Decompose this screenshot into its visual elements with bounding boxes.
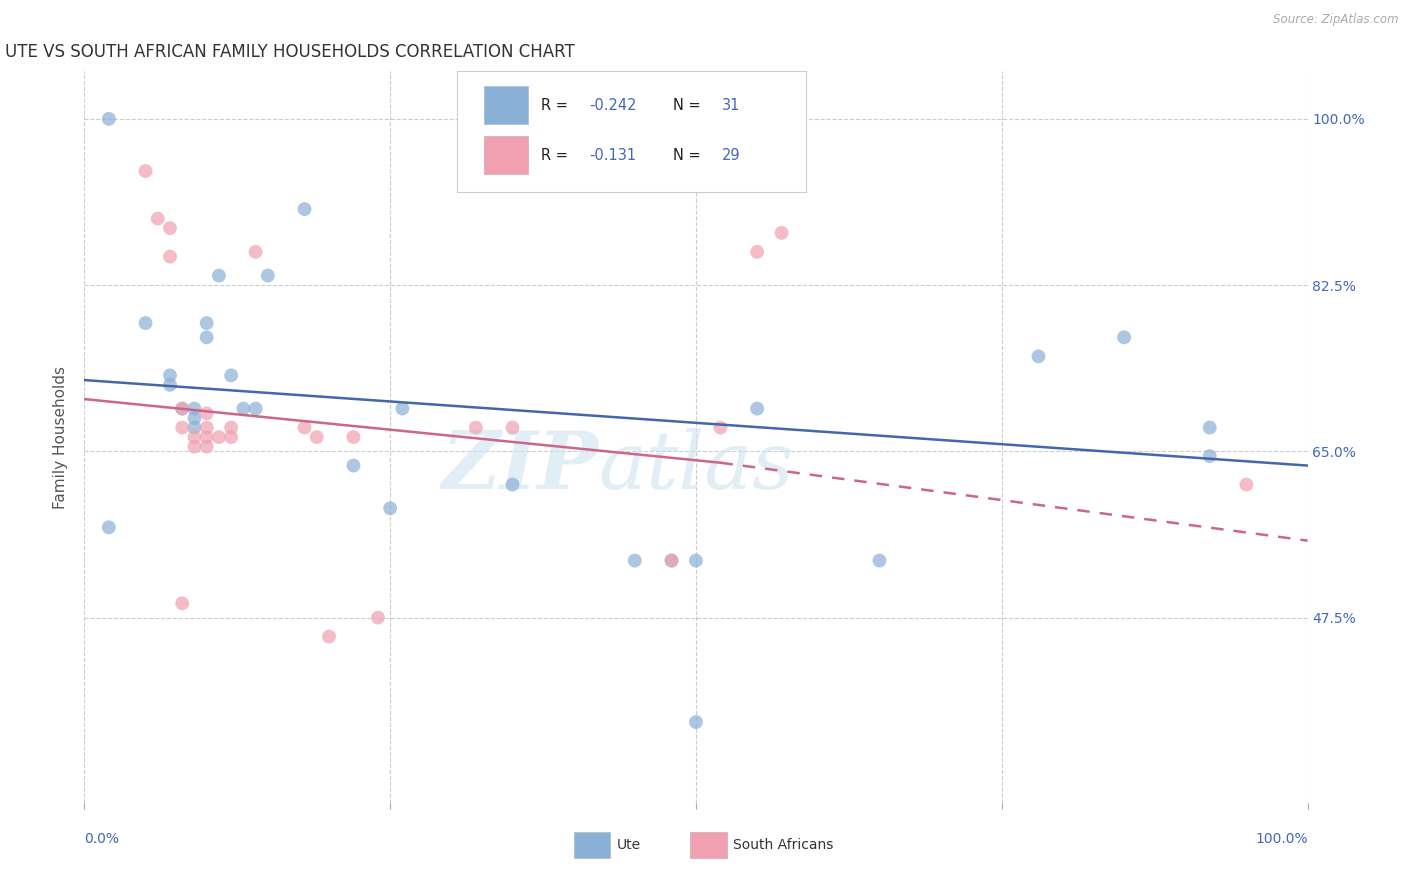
- Point: [305, 430, 328, 444]
- Text: Source: ZipAtlas.com: Source: ZipAtlas.com: [1274, 13, 1399, 27]
- Point: [869, 553, 891, 567]
- Text: -0.131: -0.131: [589, 147, 637, 162]
- Point: [195, 420, 218, 434]
- Point: [245, 401, 267, 416]
- Y-axis label: Family Households: Family Households: [53, 366, 69, 508]
- Point: [208, 430, 231, 444]
- Point: [183, 411, 205, 425]
- Point: [661, 553, 683, 567]
- Bar: [484, 136, 529, 174]
- Bar: [484, 87, 529, 124]
- Point: [172, 596, 194, 610]
- Point: [770, 226, 793, 240]
- Point: [342, 430, 364, 444]
- Point: [709, 420, 731, 434]
- Point: [232, 401, 254, 416]
- Point: [464, 420, 486, 434]
- Point: [1198, 449, 1220, 463]
- Point: [172, 401, 194, 416]
- Text: N =: N =: [672, 98, 704, 112]
- Point: [502, 477, 524, 491]
- Point: [97, 520, 120, 534]
- Point: [159, 221, 181, 235]
- Text: N =: N =: [672, 147, 704, 162]
- Text: Ute: Ute: [616, 838, 641, 852]
- Point: [195, 406, 218, 420]
- Text: -0.242: -0.242: [589, 98, 637, 112]
- Point: [159, 250, 181, 264]
- Point: [685, 714, 707, 729]
- Bar: [690, 832, 727, 858]
- Text: atlas: atlas: [598, 427, 793, 505]
- Point: [318, 630, 340, 644]
- Point: [257, 268, 280, 283]
- Point: [1236, 477, 1258, 491]
- Point: [146, 211, 169, 226]
- Point: [195, 430, 218, 444]
- Point: [685, 553, 707, 567]
- Point: [624, 553, 647, 567]
- Point: [183, 420, 205, 434]
- Point: [135, 164, 157, 178]
- Point: [172, 420, 194, 434]
- Text: R =: R =: [541, 98, 572, 112]
- Point: [1198, 420, 1220, 434]
- Point: [183, 440, 205, 454]
- Point: [195, 330, 218, 344]
- Point: [219, 430, 242, 444]
- Text: 0.0%: 0.0%: [84, 832, 120, 846]
- Text: UTE VS SOUTH AFRICAN FAMILY HOUSEHOLDS CORRELATION CHART: UTE VS SOUTH AFRICAN FAMILY HOUSEHOLDS C…: [4, 44, 575, 62]
- Point: [97, 112, 120, 126]
- Point: [661, 553, 683, 567]
- Point: [183, 430, 205, 444]
- Text: R =: R =: [541, 147, 576, 162]
- Point: [1114, 330, 1136, 344]
- Point: [294, 420, 316, 434]
- Point: [367, 610, 389, 624]
- Point: [172, 401, 194, 416]
- Text: 100.0%: 100.0%: [1256, 832, 1308, 846]
- Text: South Africans: South Africans: [733, 838, 832, 852]
- Point: [502, 420, 524, 434]
- Point: [159, 377, 181, 392]
- Point: [391, 401, 413, 416]
- Point: [219, 420, 242, 434]
- Point: [245, 244, 267, 259]
- Point: [747, 401, 769, 416]
- Text: ZIP: ZIP: [441, 427, 598, 505]
- Point: [135, 316, 157, 330]
- Point: [208, 268, 231, 283]
- Point: [159, 368, 181, 383]
- Point: [183, 401, 205, 416]
- Bar: [574, 832, 610, 858]
- Text: 31: 31: [721, 98, 740, 112]
- Point: [195, 440, 218, 454]
- Point: [294, 202, 316, 216]
- Point: [342, 458, 364, 473]
- Point: [380, 501, 402, 516]
- Text: 29: 29: [721, 147, 741, 162]
- Point: [195, 316, 218, 330]
- FancyBboxPatch shape: [457, 71, 806, 192]
- Point: [219, 368, 242, 383]
- Point: [747, 244, 769, 259]
- Point: [1028, 349, 1050, 363]
